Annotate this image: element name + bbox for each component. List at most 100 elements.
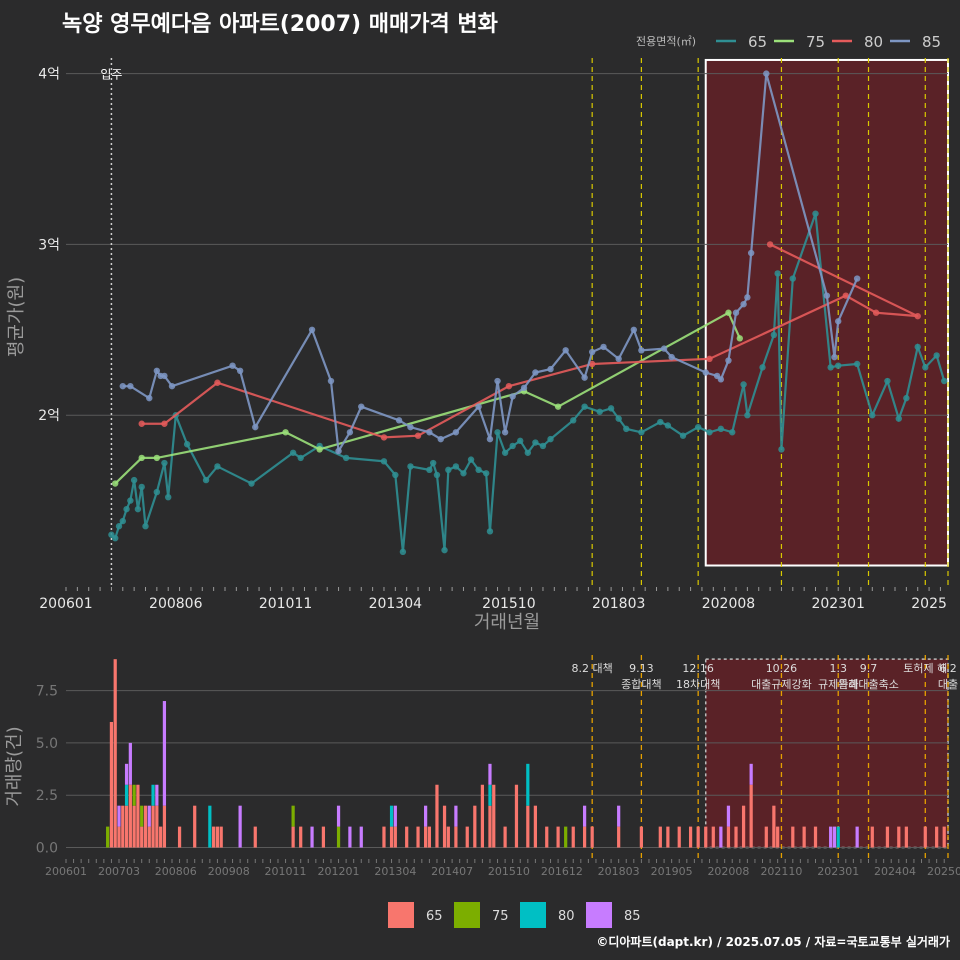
data-point-80 [914,312,921,320]
data-point-85 [835,318,842,325]
volume-bar-85 [238,805,242,848]
data-point-85 [509,393,516,400]
policy-label: 특례대출축소 [838,678,899,691]
policy-label: 토허제 해 [903,661,947,675]
volume-bar-65 [389,826,394,848]
x-tick-label: 202506 [927,865,960,878]
data-point-85 [395,417,403,424]
data-point-65 [153,488,161,496]
data-point-85 [660,345,668,352]
series-line-65 [110,213,946,552]
volume-bar-65 [212,826,216,848]
data-point-65 [123,505,130,513]
data-point-65 [717,425,725,433]
data-point-65 [433,471,441,479]
data-point-85 [763,70,770,77]
data-point-65 [770,331,778,339]
volume-bar-75 [291,805,295,827]
policy-label: 6.2 [939,662,957,675]
data-point-85 [600,343,607,351]
volume-bar-65 [215,826,220,848]
x-tick-label: 201011 [265,865,307,878]
data-point-65 [664,422,672,429]
volume-bar-65 [136,784,140,848]
volume-bar-65 [533,805,537,848]
chart-title: 녹양 영무예다음 아파트(2007) 매매가격 변화 [62,12,498,37]
data-point-80 [214,379,221,386]
data-point-85 [732,309,740,316]
data-point-65 [392,471,399,479]
data-point-85 [146,394,153,402]
x-tick-label: 202301 [817,865,859,878]
volume-bar-65 [734,826,738,848]
volume-bar-65 [545,826,549,848]
volume-bar-65 [480,784,485,848]
legend-label-75: 75 [806,33,825,51]
volume-bar-65 [923,826,927,848]
volume-bar-75 [140,805,144,827]
series-line-75 [114,311,741,485]
policy-label: 18차대책 [676,678,720,691]
volume-bar-65 [159,826,163,848]
data-point-65 [138,483,145,491]
data-point-85 [562,347,569,354]
volume-bar-85 [488,763,492,785]
volume-bar-65 [435,784,439,848]
volume-bar-65 [688,826,693,848]
data-point-65 [607,405,615,412]
volume-bar-65 [427,826,432,848]
volume-bar-65 [802,826,806,848]
data-point-65 [142,523,149,530]
data-point-65 [581,403,588,410]
x-tick-label: 200806 [155,865,197,878]
volume-bar-65 [590,826,594,848]
volume-bar-80 [151,784,155,806]
volume-bar-85 [749,763,753,785]
data-point-65 [445,466,452,474]
x-tick-label: 200908 [208,865,250,878]
data-point-65 [774,270,781,277]
data-point-65 [407,463,414,470]
data-point-85 [475,403,482,410]
volume-bar-65 [639,826,643,848]
x-tick-label: 202301 [811,596,864,612]
data-point-65 [161,459,168,467]
x-tick-label: 200601 [39,596,92,612]
x-tick-label: 201612 [541,865,583,878]
legend-label-65: 65 [426,909,443,924]
volume-bar-75 [336,826,341,848]
data-point-65 [596,408,603,415]
volume-bar-65 [151,805,155,848]
x-tick-label: 202110 [760,865,802,878]
policy-label: 12.16 [682,662,714,675]
volume-bar-65 [405,826,409,848]
data-point-65 [501,449,509,456]
volume-bar-65 [514,784,519,848]
volume-bar-80 [526,763,530,806]
y-axis-label: 거래량(건) [4,726,25,806]
data-point-65 [494,429,501,436]
data-point-65 [570,417,577,424]
data-point-85 [335,447,342,455]
data-point-65 [342,454,350,462]
data-point-85 [717,376,725,383]
data-point-85 [547,365,554,373]
volume-bar-65 [813,826,818,848]
x-tick-label: 202008 [702,596,755,612]
data-point-65 [615,415,622,422]
data-point-75 [725,309,732,316]
volume-bar-65 [617,826,621,848]
data-point-85 [668,353,675,361]
volume-bar-65 [446,826,450,848]
volume-bar-85 [582,805,587,827]
data-point-80 [138,420,145,427]
legend-label-80: 80 [558,909,575,924]
data-point-85 [407,423,414,431]
data-point-65 [119,517,126,525]
data-point-85 [630,326,638,334]
data-point-85 [725,357,732,364]
data-point-65 [884,377,891,385]
volume-bar-65 [492,784,496,848]
x-tick-label: 201011 [259,596,312,612]
